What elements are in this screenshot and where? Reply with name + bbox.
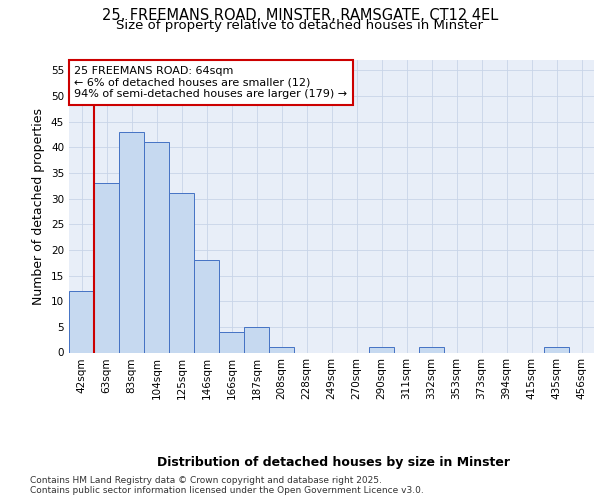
Bar [69,291,94,352]
Bar [419,348,444,352]
Text: 25 FREEMANS ROAD: 64sqm
← 6% of detached houses are smaller (12)
94% of semi-det: 25 FREEMANS ROAD: 64sqm ← 6% of detached… [74,66,347,99]
Bar [119,132,144,352]
Bar [244,327,269,352]
Bar [144,142,169,352]
Text: Distribution of detached houses by size in Minster: Distribution of detached houses by size … [157,456,509,469]
Bar [94,183,119,352]
Bar [194,260,219,352]
Text: Contains public sector information licensed under the Open Government Licence v3: Contains public sector information licen… [30,486,424,495]
Bar [169,194,194,352]
Bar [544,348,569,352]
Bar [269,348,294,352]
Text: Contains HM Land Registry data © Crown copyright and database right 2025.: Contains HM Land Registry data © Crown c… [30,476,382,485]
Bar [369,348,394,352]
Bar [219,332,244,352]
Y-axis label: Number of detached properties: Number of detached properties [32,108,46,304]
Text: 25, FREEMANS ROAD, MINSTER, RAMSGATE, CT12 4EL: 25, FREEMANS ROAD, MINSTER, RAMSGATE, CT… [102,8,498,22]
Text: Size of property relative to detached houses in Minster: Size of property relative to detached ho… [116,18,484,32]
